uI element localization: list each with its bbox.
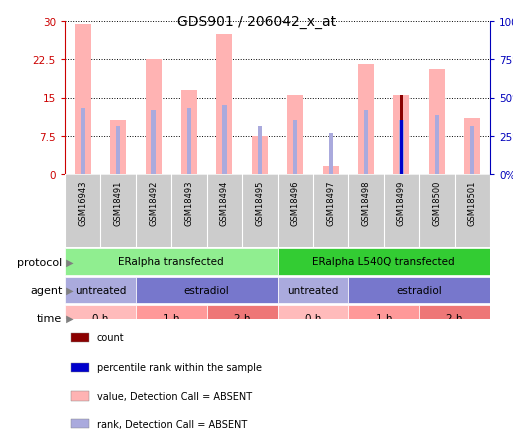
Text: GSM18496: GSM18496: [291, 181, 300, 226]
Bar: [293, 121, 298, 174]
Bar: [116, 126, 120, 174]
Text: 1 h: 1 h: [376, 313, 392, 323]
Bar: [65, 277, 136, 303]
Text: GDS901 / 206042_x_at: GDS901 / 206042_x_at: [177, 15, 336, 29]
Bar: [75, 24, 91, 174]
Bar: [136, 306, 207, 331]
Text: GSM18494: GSM18494: [220, 181, 229, 226]
Bar: [400, 96, 403, 174]
Text: value, Detection Call = ABSENT: value, Detection Call = ABSENT: [96, 391, 252, 401]
Bar: [287, 96, 303, 174]
Bar: [393, 96, 409, 174]
Bar: [187, 108, 191, 174]
Text: ▶: ▶: [64, 285, 74, 295]
Bar: [207, 306, 278, 331]
Text: estradiol: estradiol: [184, 285, 229, 295]
Text: ▶: ▶: [64, 313, 74, 323]
Text: GSM18501: GSM18501: [468, 181, 477, 226]
Text: GSM18491: GSM18491: [113, 181, 123, 226]
Text: estradiol: estradiol: [396, 285, 442, 295]
Text: GSM18492: GSM18492: [149, 181, 158, 226]
Text: ERalpha transfected: ERalpha transfected: [119, 257, 224, 267]
Text: 1 h: 1 h: [163, 313, 180, 323]
Bar: [81, 108, 85, 174]
Bar: [71, 419, 89, 428]
Text: GSM16943: GSM16943: [78, 181, 87, 226]
Text: percentile rank within the sample: percentile rank within the sample: [96, 362, 262, 372]
Text: 2 h: 2 h: [446, 313, 463, 323]
Text: GSM18499: GSM18499: [397, 181, 406, 226]
Bar: [71, 363, 89, 372]
Bar: [278, 249, 490, 275]
Text: 2 h: 2 h: [234, 313, 250, 323]
Text: GSM18495: GSM18495: [255, 181, 264, 226]
Text: ▶: ▶: [64, 257, 74, 267]
Bar: [400, 121, 403, 174]
Text: count: count: [96, 332, 124, 342]
Text: GSM18498: GSM18498: [362, 181, 370, 226]
Bar: [252, 136, 268, 174]
Text: untreated: untreated: [75, 285, 126, 295]
Text: 0 h: 0 h: [305, 313, 321, 323]
Bar: [348, 277, 490, 303]
Text: GSM18497: GSM18497: [326, 181, 335, 226]
Text: GSM18493: GSM18493: [185, 181, 193, 226]
Bar: [429, 70, 445, 174]
Text: time: time: [37, 313, 63, 323]
Bar: [151, 111, 155, 174]
Text: rank, Detection Call = ABSENT: rank, Detection Call = ABSENT: [96, 419, 247, 429]
Text: ERalpha L540Q transfected: ERalpha L540Q transfected: [312, 257, 455, 267]
Bar: [65, 306, 136, 331]
Bar: [65, 249, 278, 275]
Text: untreated: untreated: [287, 285, 339, 295]
Bar: [435, 116, 439, 174]
Bar: [71, 391, 89, 401]
Bar: [181, 91, 197, 174]
Text: 0 h: 0 h: [92, 313, 109, 323]
Bar: [222, 106, 227, 174]
Bar: [464, 118, 480, 174]
Bar: [348, 306, 419, 331]
Bar: [146, 60, 162, 174]
Bar: [323, 167, 339, 174]
Bar: [136, 277, 278, 303]
Bar: [110, 121, 126, 174]
Bar: [419, 306, 490, 331]
Bar: [71, 333, 89, 342]
Text: GSM18500: GSM18500: [432, 181, 441, 226]
Bar: [258, 126, 262, 174]
Bar: [364, 111, 368, 174]
Text: agent: agent: [30, 285, 63, 295]
Bar: [216, 35, 232, 174]
Bar: [358, 65, 374, 174]
Bar: [278, 306, 348, 331]
Bar: [470, 126, 475, 174]
Bar: [328, 134, 333, 174]
Text: protocol: protocol: [17, 257, 63, 267]
Bar: [278, 277, 348, 303]
Bar: [399, 121, 404, 174]
